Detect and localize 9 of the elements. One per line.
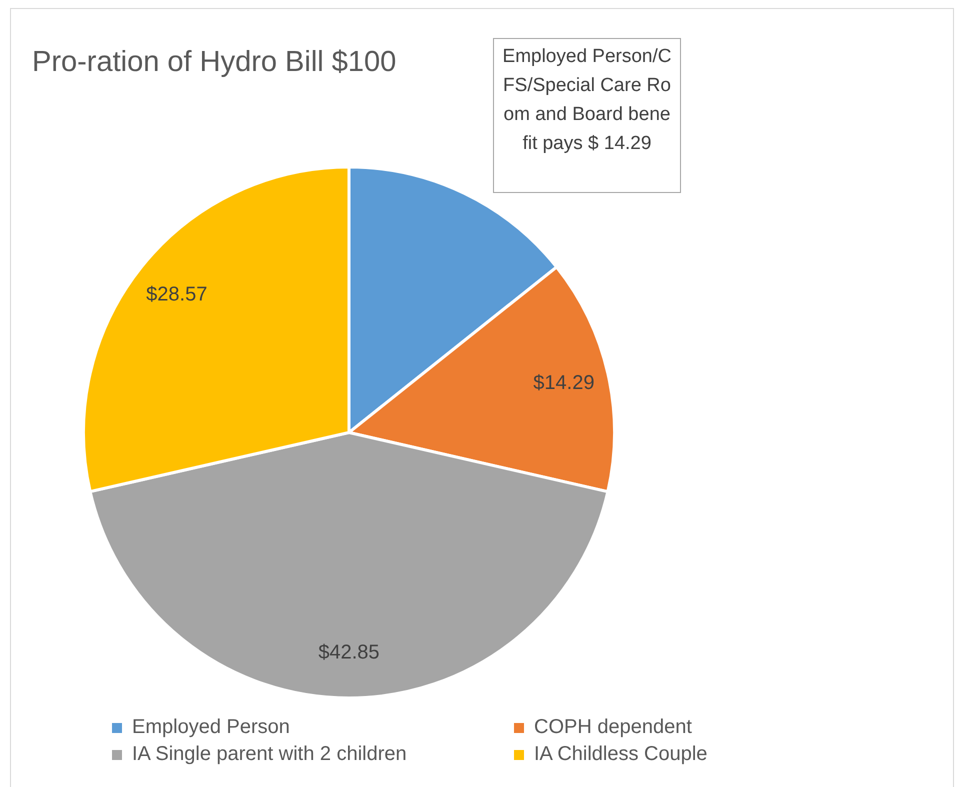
legend-label: Employed Person: [132, 716, 290, 739]
legend-label: IA Single parent with 2 children: [132, 743, 407, 766]
legend-label: COPH dependent: [534, 716, 692, 739]
legend-label: IA Childless Couple: [534, 743, 708, 766]
data-label: $42.85: [318, 641, 380, 664]
text: Employed Person/CFS/Special Care Room and Board benefit pays $ 14.29: [493, 38, 681, 193]
data-label: $14.29: [533, 372, 594, 394]
data-label: $28.57: [146, 284, 208, 306]
chart-title: Pro-ration of Hydro Bill $100: [32, 46, 396, 79]
